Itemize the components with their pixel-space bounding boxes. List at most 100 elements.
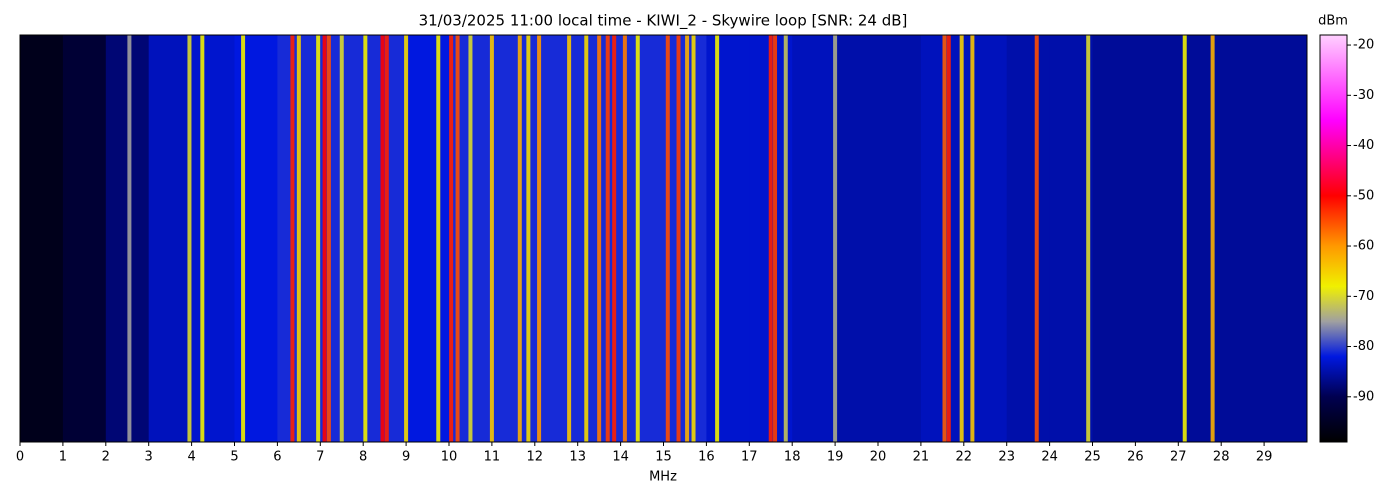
x-tick-label: 21 — [913, 450, 930, 465]
signal-line — [1182, 35, 1187, 442]
x-tick-label: 23 — [998, 450, 1015, 465]
x-tick-label: 2 — [102, 450, 110, 465]
signal-line — [970, 35, 975, 442]
signal-line — [622, 35, 627, 442]
x-tick-label: 12 — [527, 450, 544, 465]
colorbar-tick-label: -20 — [1353, 38, 1374, 53]
signal-line — [517, 35, 522, 442]
signal-line — [326, 35, 331, 442]
noise-band — [20, 35, 64, 442]
signal-line — [363, 35, 368, 442]
noise-band — [1006, 35, 1051, 442]
x-tick-label: 13 — [569, 450, 586, 465]
x-tick-label: 8 — [359, 450, 367, 465]
x-tick-label: 1 — [59, 450, 67, 465]
signal-line — [1034, 35, 1039, 442]
signal-line — [635, 35, 640, 442]
signal-line — [455, 35, 460, 442]
noise-band — [1264, 35, 1308, 442]
signal-line — [241, 35, 246, 442]
x-tick-label: 9 — [402, 450, 410, 465]
x-tick-label: 20 — [870, 450, 887, 465]
signal-line — [537, 35, 542, 442]
colorbar-tick-label: -30 — [1353, 88, 1374, 103]
x-tick-label: 25 — [1084, 450, 1101, 465]
signal-line — [526, 35, 531, 442]
noise-band — [1049, 35, 1093, 442]
signal-line — [449, 35, 454, 442]
x-tick-label: 4 — [187, 450, 195, 465]
noise-band — [406, 35, 450, 442]
x-tick-label: 24 — [1041, 450, 1058, 465]
signal-line — [768, 35, 773, 442]
signal-line — [685, 35, 690, 442]
signal-line — [127, 35, 132, 442]
colorbar-tick-label: -40 — [1353, 138, 1374, 153]
noise-band — [534, 35, 579, 442]
x-tick-label: 7 — [316, 450, 324, 465]
chart-title: 31/03/2025 11:00 local time - KIWI_2 - S… — [419, 12, 908, 31]
noise-band — [1092, 35, 1136, 442]
x-tick-label: 6 — [273, 450, 281, 465]
signal-line — [715, 35, 720, 442]
noise-band — [62, 35, 107, 442]
signal-line — [290, 35, 295, 442]
noise-band — [1135, 35, 1179, 442]
colorbar-tick-label: -90 — [1353, 389, 1374, 404]
signal-line — [783, 35, 788, 442]
signal-line — [436, 35, 441, 442]
signal-line — [691, 35, 696, 442]
signal-line — [567, 35, 572, 442]
x-axis-label: MHz — [649, 470, 677, 485]
x-tick-label: 0 — [16, 450, 24, 465]
signal-line — [942, 35, 947, 442]
signal-line — [959, 35, 964, 442]
x-tick-label: 16 — [698, 450, 715, 465]
signal-line — [187, 35, 192, 442]
signal-line — [584, 35, 589, 442]
x-tick-label: 29 — [1256, 450, 1273, 465]
signal-line — [833, 35, 838, 442]
noise-band — [620, 35, 664, 442]
signal-line — [339, 35, 344, 442]
x-tick-label: 28 — [1213, 450, 1230, 465]
signal-line — [322, 35, 327, 442]
noise-band — [148, 35, 193, 442]
x-tick-label: 11 — [484, 450, 501, 465]
x-tick-label: 15 — [655, 450, 672, 465]
x-tick-label: 27 — [1170, 450, 1187, 465]
x-tick-label: 17 — [741, 450, 758, 465]
colorbar-tick-label: -50 — [1353, 188, 1374, 203]
signal-line — [676, 35, 681, 442]
signal-line — [200, 35, 205, 442]
colorbar-label: dBm — [1318, 14, 1348, 29]
signal-line — [605, 35, 610, 442]
signal-line — [1086, 35, 1091, 442]
signal-line — [468, 35, 473, 442]
noise-band — [792, 35, 836, 442]
x-tick-label: 14 — [612, 450, 629, 465]
colorbar-tick-label: -70 — [1353, 289, 1374, 304]
x-tick-label: 3 — [145, 450, 153, 465]
signal-line — [404, 35, 409, 442]
signal-line — [946, 35, 951, 442]
x-tick-label: 22 — [956, 450, 973, 465]
signal-line — [665, 35, 670, 442]
x-tick-label: 26 — [1127, 450, 1144, 465]
x-tick-label: 5 — [230, 450, 238, 465]
x-tick-label: 18 — [784, 450, 801, 465]
signal-line — [380, 35, 385, 442]
noise-band — [234, 35, 278, 442]
signal-line — [316, 35, 321, 442]
signal-line — [612, 35, 617, 442]
noise-band — [878, 35, 922, 442]
x-tick-label: 10 — [441, 450, 458, 465]
noise-band — [191, 35, 235, 442]
colorbar — [1319, 34, 1348, 443]
signal-line — [597, 35, 602, 442]
signal-line — [1210, 35, 1215, 442]
noise-band — [706, 35, 750, 442]
noise-band — [963, 35, 1008, 442]
signal-line — [773, 35, 778, 442]
